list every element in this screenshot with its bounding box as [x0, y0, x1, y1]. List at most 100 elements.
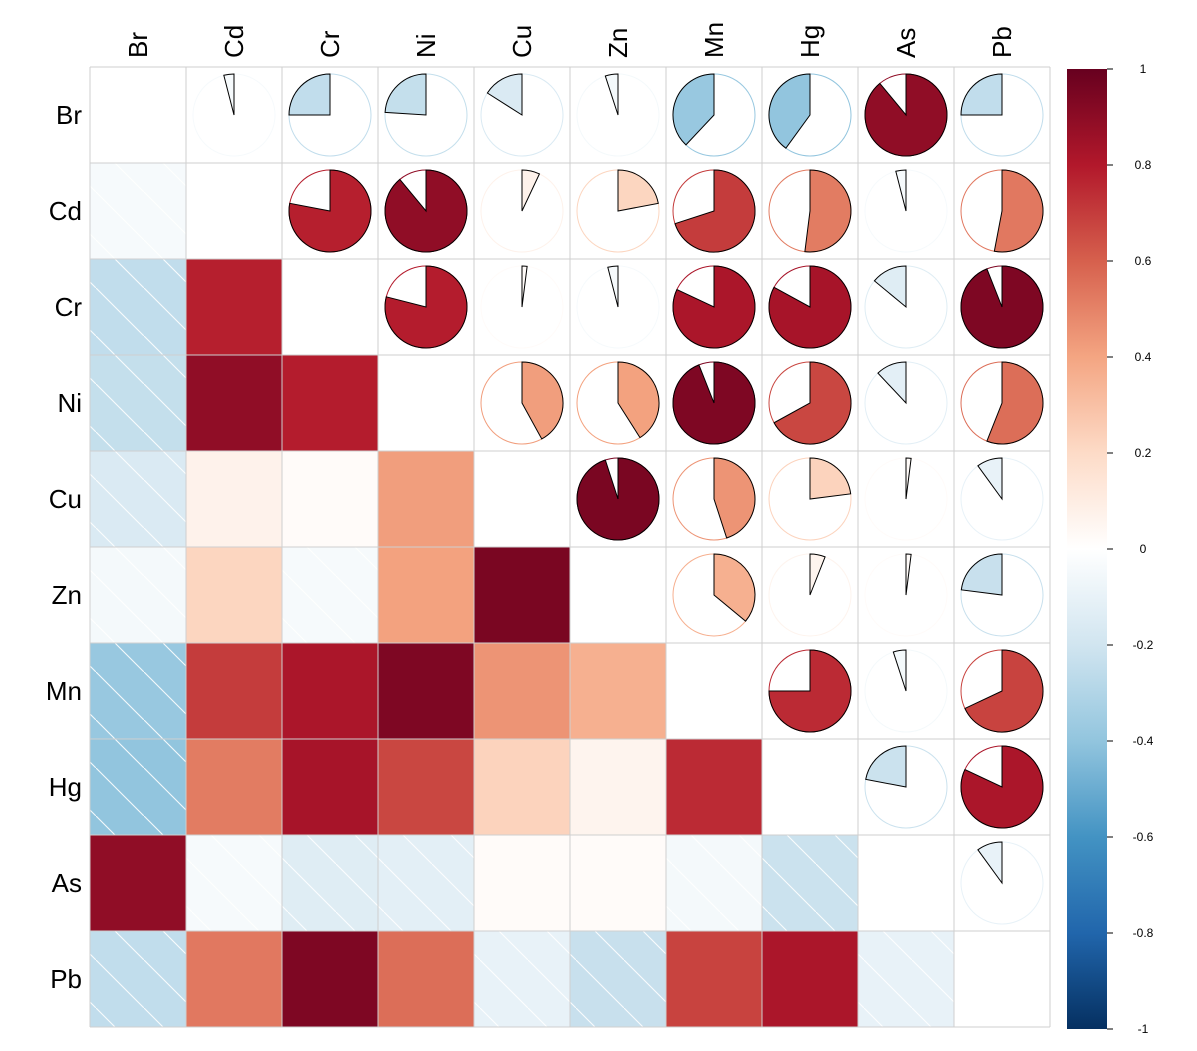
shade-cell-hg-ni	[378, 739, 474, 835]
col-label-cu: Cu	[507, 25, 537, 58]
colorbar-gradient	[1067, 69, 1107, 1029]
pie-ni-hg	[773, 361, 852, 445]
pie-cd-mn	[674, 169, 756, 253]
lower-triangle-shade	[90, 163, 954, 1027]
shade-cell-mn-cd	[186, 643, 282, 739]
hatch-as-mn	[666, 835, 762, 931]
shade-cell-hg-cd	[186, 739, 282, 835]
pie-cd-hg	[804, 169, 852, 253]
shade-cell-mn-cu	[474, 643, 570, 739]
shade-cell-pb-mn	[666, 931, 762, 1027]
pie-cu-zn	[576, 457, 660, 541]
col-label-zn: Zn	[603, 28, 633, 58]
hatch-pb-as	[858, 931, 954, 1027]
pie-ni-mn	[672, 361, 756, 445]
hatch-as-hg	[762, 835, 858, 931]
shade-cell-pb-cr	[282, 931, 378, 1027]
pie-br-ni	[384, 73, 427, 116]
col-label-as: As	[891, 28, 921, 58]
pie-br-as	[864, 73, 948, 157]
pie-br-mn	[672, 73, 715, 146]
shade-cell-as-cu	[474, 835, 570, 931]
shade-cell-as-zn	[570, 835, 666, 931]
row-label-pb: Pb	[50, 964, 82, 994]
hatch-as-cr	[282, 835, 378, 931]
colorbar-tick-label: -0.8	[1133, 926, 1154, 940]
shade-cell-zn-cd	[186, 547, 282, 643]
pie-cr-as	[873, 265, 907, 309]
hatch-ni-br	[90, 355, 186, 451]
pie-zn-mn	[713, 553, 756, 622]
colorbar-tick-label: -1	[1138, 1022, 1149, 1036]
pie-zn-pb	[960, 553, 1003, 596]
column-labels: Br Cd Cr Ni Cu Zn Mn Hg As Pb	[123, 22, 1017, 58]
hatch-zn-cr	[282, 547, 378, 643]
colorbar-tick-label: -0.2	[1133, 638, 1154, 652]
hatch-zn-br	[90, 547, 186, 643]
row-label-as: As	[52, 868, 82, 898]
hatch-pb-br	[90, 931, 186, 1027]
pie-cd-cu	[521, 169, 541, 212]
colorbar-tick-label: -0.4	[1133, 734, 1154, 748]
hatch-mn-br	[90, 643, 186, 739]
shade-cell-pb-cd	[186, 931, 282, 1027]
hatch-as-cd	[186, 835, 282, 931]
pie-cr-pb	[960, 265, 1044, 349]
hatch-pb-zn	[570, 931, 666, 1027]
pie-cu-pb	[977, 457, 1003, 501]
shade-cell-as-br	[90, 835, 186, 931]
colorbar-tick-label: 0.8	[1135, 158, 1152, 172]
row-label-cd: Cd	[49, 196, 82, 226]
pie-cd-as	[895, 169, 907, 212]
hatch-cr-br	[90, 259, 186, 355]
shade-cell-cu-cd	[186, 451, 282, 547]
colorbar-tick-label: 0.2	[1135, 446, 1152, 460]
shade-cell-mn-zn	[570, 643, 666, 739]
shade-cell-hg-mn	[666, 739, 762, 835]
hatch-cu-br	[90, 451, 186, 547]
shade-cell-zn-ni	[378, 547, 474, 643]
pie-ni-cu	[521, 361, 564, 440]
shade-cell-ni-cr	[282, 355, 378, 451]
col-label-br: Br	[123, 32, 153, 58]
row-label-zn: Zn	[52, 580, 82, 610]
pie-ni-as	[877, 361, 907, 405]
row-label-br: Br	[56, 100, 82, 130]
pie-cr-ni	[384, 265, 468, 349]
col-label-ni: Ni	[411, 33, 441, 58]
grid-lines	[89, 66, 1051, 1028]
col-label-pb: Pb	[987, 26, 1017, 58]
pie-zn-hg	[809, 553, 826, 596]
pie-br-cr	[288, 73, 331, 116]
pie-br-zn	[604, 73, 619, 116]
pie-cr-hg	[768, 265, 852, 349]
pie-mn-pb	[964, 649, 1044, 733]
pie-hg-as	[865, 745, 907, 788]
pie-br-cd	[223, 73, 235, 116]
col-label-mn: Mn	[699, 22, 729, 58]
shade-cell-mn-cr	[282, 643, 378, 739]
pie-cu-as	[905, 457, 912, 500]
hatch-as-ni	[378, 835, 474, 931]
pie-cr-cu	[521, 265, 528, 308]
row-label-cu: Cu	[49, 484, 82, 514]
shade-cell-cr-cd	[186, 259, 282, 355]
row-label-cr: Cr	[55, 292, 83, 322]
col-label-hg: Hg	[795, 25, 825, 58]
pie-cr-zn	[607, 265, 619, 308]
hatch-hg-br	[90, 739, 186, 835]
col-label-cr: Cr	[315, 30, 345, 58]
colorbar-tick-label: -0.6	[1133, 830, 1154, 844]
colorbar: 1 0.8 0.6 0.4 0.2 0 -0.2 -0.4 -0.6 -0.8 -1	[1067, 62, 1154, 1036]
pie-br-pb	[960, 73, 1003, 116]
pie-mn-hg	[768, 649, 852, 733]
row-labels: Br Cd Cr Ni Cu Zn Mn Hg As Pb	[46, 100, 82, 994]
pie-zn-as	[905, 553, 912, 596]
shade-cell-ni-cd	[186, 355, 282, 451]
shade-cell-pb-hg	[762, 931, 858, 1027]
col-label-cd: Cd	[219, 25, 249, 58]
row-label-mn: Mn	[46, 676, 82, 706]
colorbar-tick-label: 0	[1140, 542, 1147, 556]
hatch-cd-br	[90, 163, 186, 259]
